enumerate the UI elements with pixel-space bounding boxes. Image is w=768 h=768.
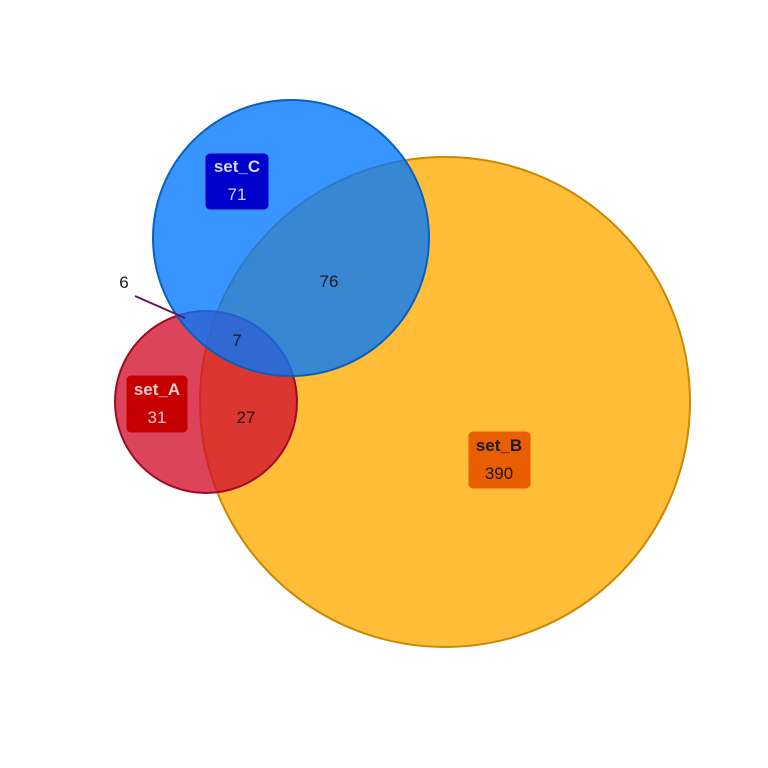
label-set-a-name: set_A: [134, 380, 180, 399]
label-set-a-count: 31: [148, 408, 167, 427]
label-set-c-name: set_C: [214, 157, 260, 176]
label-set-c: set_C 71: [205, 153, 269, 210]
count-a-b-only: 27: [237, 408, 256, 427]
label-set-b-name: set_B: [476, 436, 522, 455]
label-set-b: set_B 390: [468, 431, 531, 489]
circle-set-c: [152, 99, 430, 377]
label-set-c-count: 71: [228, 185, 247, 204]
label-set-a: set_A 31: [126, 375, 188, 433]
label-set-a-bg: [126, 375, 188, 433]
label-set-c-bg: [205, 153, 269, 210]
leader-line-a-c: [134, 295, 186, 319]
label-set-b-bg: [468, 431, 531, 489]
count-b-c-only: 76: [320, 272, 339, 291]
count-a-b-c: 7: [232, 331, 241, 350]
count-a-c-only: 6: [119, 273, 128, 292]
label-set-b-count: 390: [485, 464, 513, 483]
